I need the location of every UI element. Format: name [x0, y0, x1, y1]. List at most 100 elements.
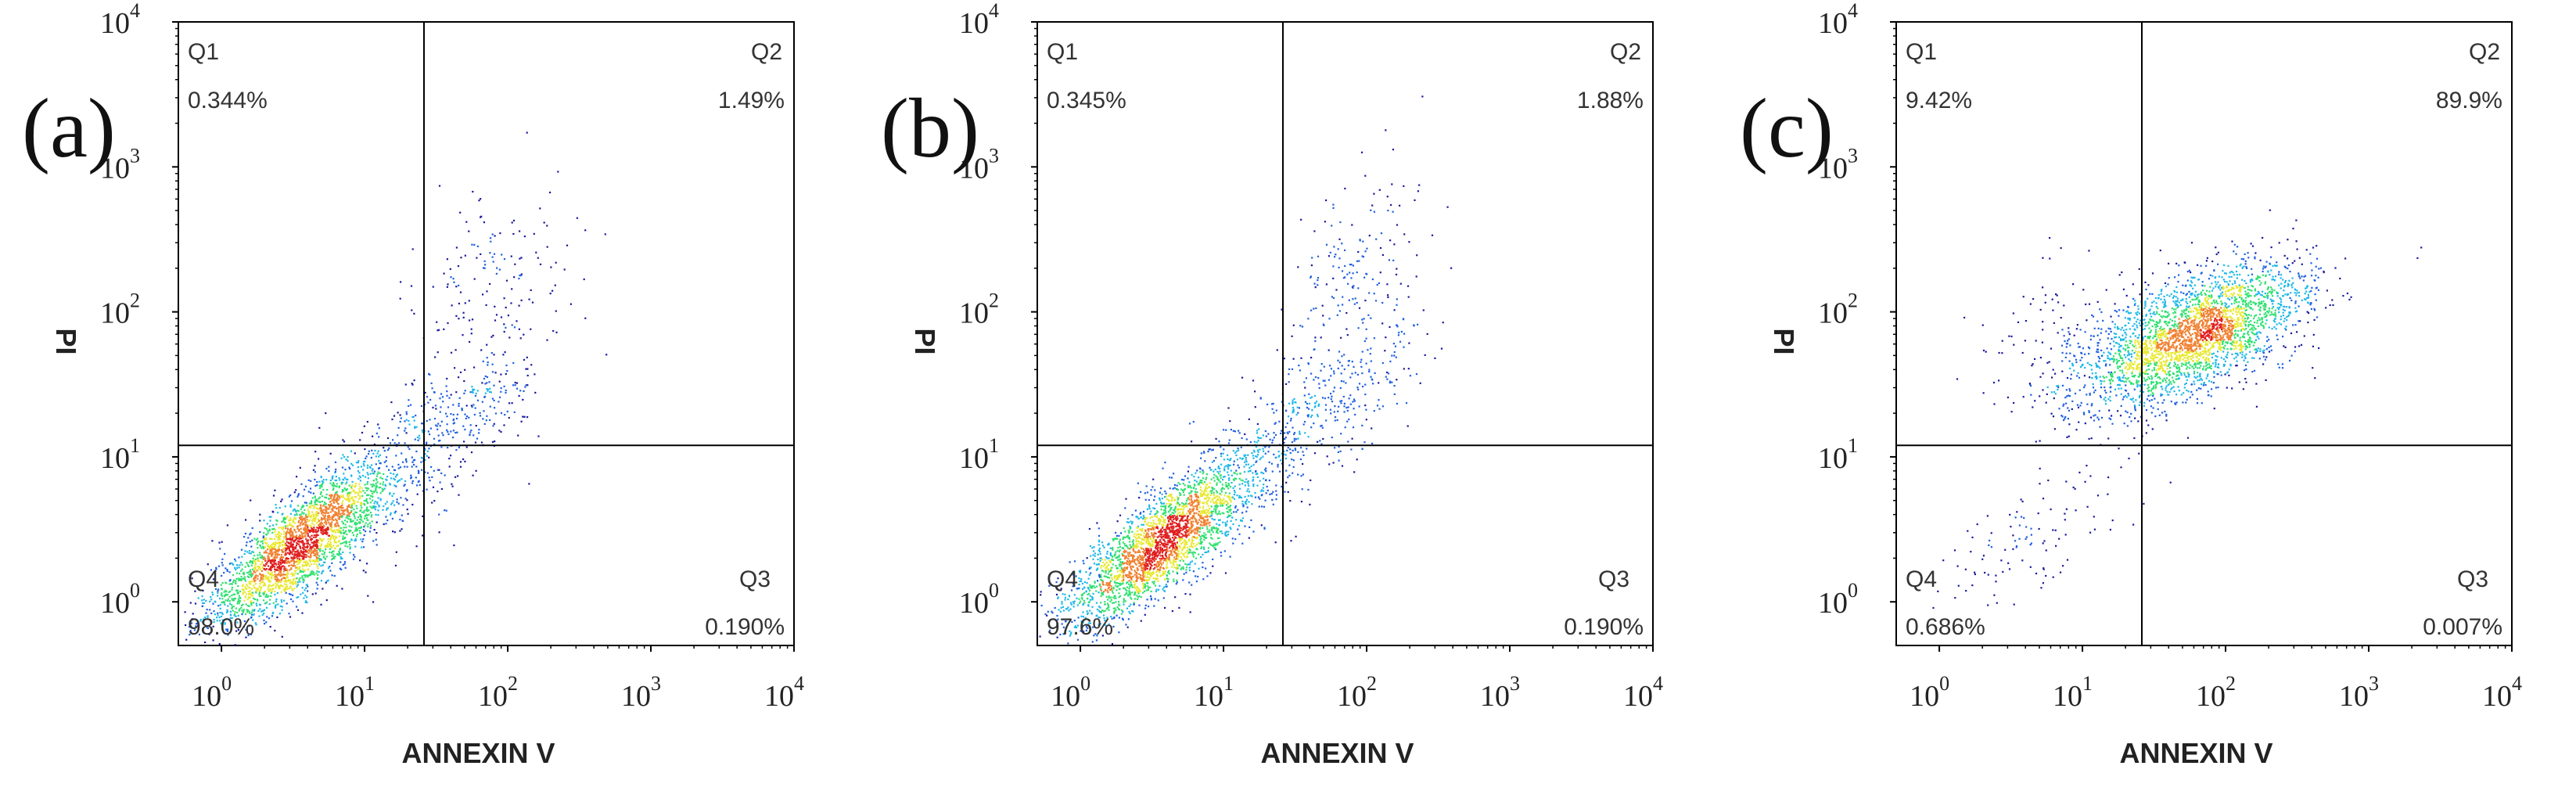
- panel-b-event: [1218, 473, 1220, 475]
- panel-b-event: [1183, 527, 1185, 530]
- panel-a-event: [304, 527, 307, 530]
- panel-a-event: [263, 593, 265, 596]
- panel-a-event: [367, 464, 369, 466]
- panel-a-event: [345, 483, 347, 485]
- panel-b-event: [1235, 450, 1238, 452]
- panel-b-event: [1248, 526, 1251, 528]
- panel-a-event: [350, 503, 353, 506]
- panel-a-event: [280, 566, 283, 568]
- panel-a-event: [243, 590, 245, 592]
- panel-a-event: [375, 544, 378, 546]
- panel-a-event: [546, 246, 548, 248]
- panel-b-event: [1163, 545, 1166, 547]
- panel-a-event: [294, 557, 296, 559]
- panel-a-event: [312, 530, 314, 533]
- panel-a-event: [339, 548, 341, 551]
- panel-a-event: [316, 547, 318, 549]
- panel-a-event: [253, 598, 256, 601]
- panel-a-event: [286, 576, 289, 579]
- panel-a-event: [330, 508, 333, 510]
- panel-b-event: [1216, 506, 1218, 509]
- panel-a-event: [365, 457, 367, 460]
- panel-a-event: [322, 511, 325, 514]
- panel-b-event: [1081, 598, 1083, 600]
- panel-a-event: [367, 526, 369, 528]
- panel-b-event: [1120, 613, 1123, 615]
- panel-b-event: [1200, 517, 1202, 520]
- panel-b-event: [1124, 545, 1126, 547]
- panel-a-event: [310, 546, 312, 548]
- panel-b-event: [1101, 541, 1104, 544]
- panel-a-event: [234, 644, 236, 646]
- panel-a-event: [469, 391, 472, 394]
- panel-a-event: [308, 512, 311, 515]
- panel-a-event: [377, 514, 379, 516]
- panel-a-event: [284, 521, 286, 524]
- panel-b-event: [1191, 502, 1195, 505]
- panel-a-y-tick-label: 104: [100, 0, 140, 40]
- panel-a-event: [267, 570, 269, 573]
- panel-a-event: [445, 385, 447, 387]
- panel-b-event: [1091, 547, 1094, 549]
- panel-b-event: [1137, 551, 1141, 553]
- panel-a-event: [489, 390, 491, 393]
- panel-a-event: [335, 468, 337, 471]
- panel-b-event: [1191, 530, 1194, 533]
- panel-a-event: [304, 542, 306, 545]
- panel-b-event: [1145, 541, 1148, 544]
- panel-b-event: [1258, 437, 1260, 440]
- panel-b-event: [1177, 545, 1179, 547]
- panel-a-event: [464, 428, 466, 431]
- panel-a-event: [373, 444, 375, 446]
- panel-b-event: [1169, 494, 1171, 496]
- panel-a-event: [296, 553, 299, 555]
- panel-b-event: [1198, 514, 1200, 516]
- panel-b-event: [1139, 590, 1141, 592]
- panel-a-event: [313, 541, 315, 543]
- panel-b-event: [1200, 452, 1202, 455]
- panel-b-event: [1126, 576, 1130, 579]
- panel-a-event: [431, 502, 433, 504]
- panel-a-event: [401, 520, 404, 522]
- panel-b-event: [1238, 494, 1241, 497]
- panel-a-event: [268, 558, 270, 560]
- panel-b-event: [1062, 609, 1065, 612]
- panel-b-event: [1228, 509, 1231, 511]
- panel-b-event: [1217, 519, 1220, 521]
- panel-a-event: [364, 515, 366, 517]
- panel-b-event: [1203, 548, 1205, 550]
- panel-b-event: [1108, 586, 1110, 588]
- panel-a-event: [291, 546, 293, 548]
- panel-b-event: [1169, 529, 1171, 531]
- panel-a-event: [362, 469, 365, 471]
- panel-a-event: [334, 470, 336, 473]
- panel-a-event: [505, 307, 507, 309]
- panel-a-event: [519, 274, 521, 277]
- panel-a-event: [379, 454, 381, 456]
- panel-a-event: [340, 494, 342, 497]
- panel-b-event: [1148, 572, 1151, 574]
- panel-a-event: [319, 550, 322, 552]
- panel-a-event: [393, 531, 396, 534]
- panel-b-event: [1151, 581, 1154, 583]
- panel-a-event: [317, 514, 319, 517]
- panel-b-event: [1088, 601, 1090, 603]
- panel-a-event: [245, 593, 248, 595]
- panel-a-event: [264, 575, 267, 577]
- panel-a-event: [451, 483, 453, 485]
- panel-a-event: [332, 485, 335, 487]
- panel-a-event: [314, 530, 317, 533]
- panel-a-event: [346, 498, 348, 501]
- panel-a-event: [331, 516, 333, 520]
- panel-a-event: [325, 493, 328, 496]
- panel-a-event: [410, 477, 412, 480]
- panel-a-event: [263, 591, 265, 594]
- panel-b-event: [1116, 586, 1119, 588]
- panel-a-event: [348, 491, 350, 494]
- panel-b-event: [1228, 439, 1231, 441]
- panel-a-event: [226, 594, 228, 596]
- panel-b-event: [1160, 509, 1162, 511]
- panel-b-event: [1229, 464, 1231, 466]
- panel-a-event: [268, 553, 270, 555]
- panel-a-event: [285, 543, 287, 545]
